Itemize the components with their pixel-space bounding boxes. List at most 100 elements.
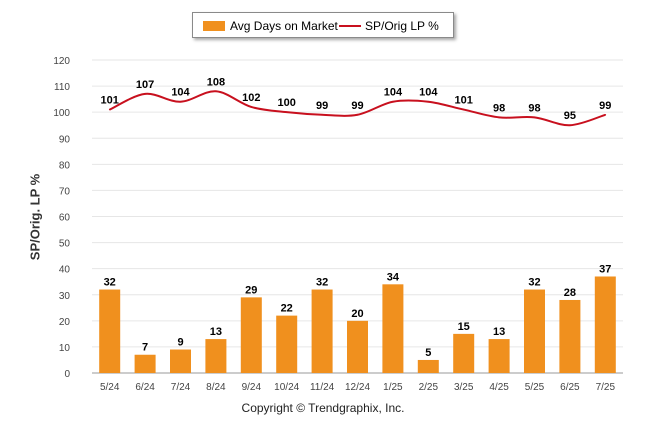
line-point xyxy=(427,100,430,103)
x-tick-label: 5/24 xyxy=(100,382,120,393)
bar-series xyxy=(99,276,616,373)
line-data-label: 99 xyxy=(316,100,328,112)
line-point xyxy=(179,100,182,103)
bar xyxy=(99,289,121,373)
y-tick-label: 0 xyxy=(64,369,70,380)
legend-line-label: SP/Orig LP % xyxy=(365,19,439,33)
line-data-label: 101 xyxy=(455,95,473,107)
x-tick-label: 11/24 xyxy=(310,382,335,393)
bar-data-label: 37 xyxy=(599,263,611,275)
y-tick-label: 70 xyxy=(59,186,71,197)
y-tick-label: 50 xyxy=(59,239,71,250)
line-data-label: 107 xyxy=(136,79,154,91)
bar-data-label: 32 xyxy=(528,277,540,289)
legend-line-swatch xyxy=(339,25,361,27)
line-data-label: 99 xyxy=(351,100,363,112)
bar xyxy=(347,320,368,373)
line-data-label: 98 xyxy=(528,102,540,114)
x-tick-label: 6/24 xyxy=(135,382,155,393)
line-data-label: 108 xyxy=(207,76,225,88)
line-point xyxy=(215,90,217,93)
x-tick-label: 3/25 xyxy=(454,382,474,393)
bar xyxy=(311,289,333,373)
line-point xyxy=(462,108,465,111)
line-data-label: 102 xyxy=(242,92,260,104)
bar xyxy=(559,299,581,373)
x-tick-label: 1/25 xyxy=(383,382,403,393)
y-tick-label: 120 xyxy=(53,56,70,67)
bar-data-label: 28 xyxy=(564,287,576,299)
line-point xyxy=(392,100,394,103)
bar xyxy=(170,349,191,373)
legend-bar-label: Avg Days on Market xyxy=(230,19,338,33)
line-point xyxy=(604,113,607,116)
line-data-label: 98 xyxy=(493,102,505,114)
bar-data-label: 7 xyxy=(142,342,148,354)
y-axis-ticks: 0 10 20 30 40 50 60 70 80 90 100 110 120 xyxy=(53,56,70,380)
data-labels: 32 7 9 13 29 22 32 20 34 5 15 13 32 28 37 101 107 104 108 1… xyxy=(101,76,612,359)
line-data-label: 104 xyxy=(384,87,403,99)
line-data-label: 104 xyxy=(419,87,438,99)
grid-lines xyxy=(92,59,623,374)
bar xyxy=(205,339,227,373)
bar-data-label: 13 xyxy=(493,326,505,338)
line-point xyxy=(321,113,323,116)
x-tick-label: 7/25 xyxy=(596,382,616,393)
y-tick-label: 110 xyxy=(54,82,70,93)
x-tick-label: 10/24 xyxy=(274,382,299,393)
bar-data-label: 32 xyxy=(316,277,328,289)
copyright-text: Copyright © Trendgraphix, Inc. xyxy=(241,401,405,415)
y-tick-label: 90 xyxy=(59,134,71,145)
x-tick-label: 8/24 xyxy=(206,382,226,393)
y-axis-label: SP/Orig. LP % xyxy=(27,173,43,261)
bar-data-label: 29 xyxy=(245,284,257,296)
x-tick-label: 6/25 xyxy=(560,382,580,393)
line-point xyxy=(569,124,571,127)
line-point xyxy=(250,106,253,108)
bar-data-label: 20 xyxy=(351,308,363,320)
bar xyxy=(594,276,616,373)
line-data-label: 101 xyxy=(101,95,119,107)
bar-data-label: 5 xyxy=(425,347,431,359)
x-tick-label: 7/24 xyxy=(171,382,191,393)
line-point xyxy=(533,116,536,119)
line-point xyxy=(498,116,500,119)
x-tick-label: 9/24 xyxy=(242,382,262,393)
x-tick-label: 12/24 xyxy=(345,382,370,393)
bar xyxy=(382,284,404,373)
bar-data-label: 15 xyxy=(458,321,470,333)
bar-data-label: 32 xyxy=(104,277,116,289)
bar xyxy=(240,297,262,373)
line-point xyxy=(108,108,111,111)
y-tick-label: 20 xyxy=(59,317,71,328)
legend: Avg Days on Market SP/Orig LP % xyxy=(192,12,454,38)
bar xyxy=(276,315,298,373)
bar xyxy=(417,359,439,373)
x-tick-label: 2/25 xyxy=(419,382,439,393)
y-tick-label: 10 xyxy=(59,343,71,354)
line-data-label: 99 xyxy=(599,100,611,112)
line-data-label: 95 xyxy=(564,110,576,122)
line-point xyxy=(285,111,288,113)
bar-data-label: 9 xyxy=(177,337,183,349)
line-data-label: 104 xyxy=(171,87,190,99)
x-tick-label: 4/25 xyxy=(489,382,509,393)
bar-data-label: 13 xyxy=(210,326,222,338)
legend-bar-swatch xyxy=(203,21,225,31)
bar-data-label: 22 xyxy=(281,303,293,315)
line-point xyxy=(144,93,146,95)
bar xyxy=(524,289,545,373)
y-tick-label: 60 xyxy=(59,213,71,224)
bar xyxy=(134,354,156,373)
line-data-label: 100 xyxy=(278,97,296,109)
x-tick-label: 5/25 xyxy=(525,382,545,393)
bar xyxy=(453,333,475,373)
line-point xyxy=(356,113,359,116)
x-axis-ticks: 5/24 6/24 7/24 8/24 9/24 10/24 11/24 12/24 1/25 2… xyxy=(100,382,616,393)
y-tick-label: 30 xyxy=(59,291,71,302)
bar xyxy=(488,339,510,373)
bar-data-label: 34 xyxy=(387,271,400,283)
line-series xyxy=(108,90,607,127)
y-tick-label: 80 xyxy=(59,160,71,171)
